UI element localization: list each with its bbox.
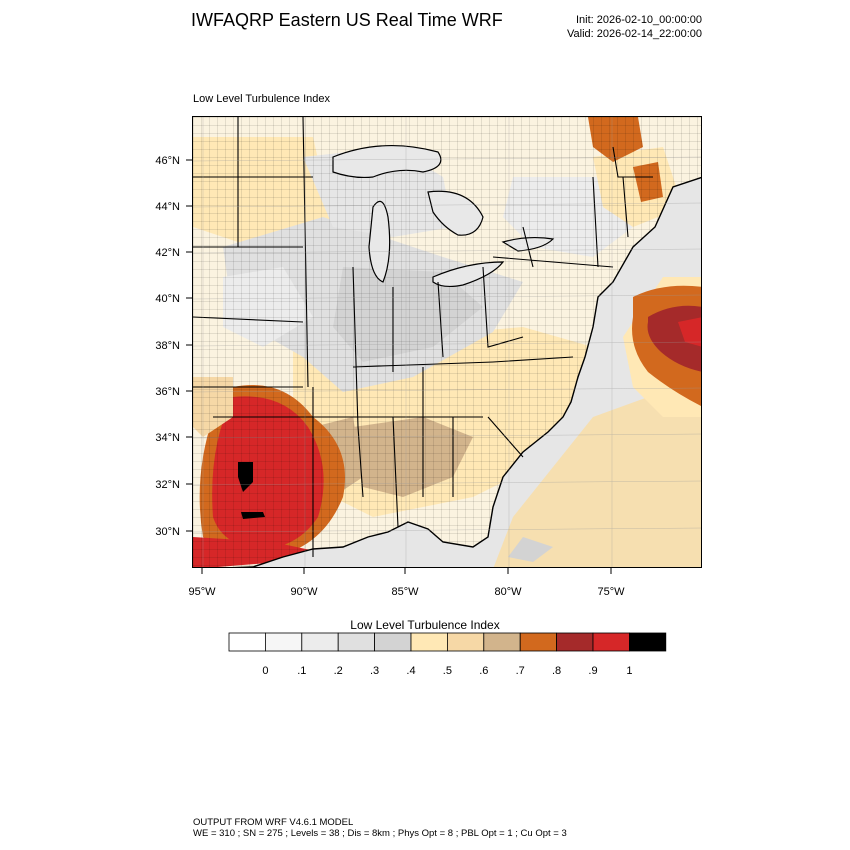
lat-label-36: 36°N — [155, 386, 180, 398]
lat-label-38: 38°N — [155, 340, 180, 352]
lat-label-30: 30°N — [155, 526, 180, 538]
lon-label-95: 95°W — [188, 586, 216, 598]
turbulence-map — [193, 117, 701, 567]
colorbar-box-10 — [592, 632, 630, 652]
lake-superior — [332, 144, 442, 179]
colorbar-label-9: .9 — [588, 665, 597, 677]
latitude-ticks — [186, 159, 192, 532]
colorbar-label-4: .4 — [406, 665, 415, 677]
lake-michigan — [368, 200, 391, 283]
state-boundaries — [193, 117, 653, 557]
colorbar-box-9 — [556, 632, 594, 652]
colorbar-box-3 — [337, 632, 376, 652]
colorbar-box-6 — [446, 632, 485, 652]
lat-label-40: 40°N — [155, 293, 180, 305]
colorbar-box-7 — [483, 632, 521, 652]
atlantic-gray-patch — [508, 537, 553, 562]
atlantic-red-core — [678, 317, 701, 347]
colorbar-box-1 — [264, 632, 303, 652]
colorbar-label-0: 0 — [262, 665, 268, 677]
lon-label-85: 85°W — [391, 586, 419, 598]
latitude-labels: 46°N 44°N 42°N 40°N 38°N 36°N 34°N 32°N … — [155, 155, 180, 538]
colorbar-labels: 0 .1 .2 .3 .4 .5 .6 .7 .8 .9 1 — [262, 665, 632, 677]
longitude-ticks — [201, 568, 612, 574]
colorbar-label-1: .1 — [297, 665, 306, 677]
lat-label-34: 34°N — [155, 432, 180, 444]
main-title: IWFAQRP Eastern US Real Time WRF — [191, 10, 503, 30]
colorbar-label-8: .8 — [552, 665, 561, 677]
footer-params-line: WE = 310 ; SN = 275 ; Levels = 38 ; Dis … — [193, 828, 567, 839]
colorbar-label-2: .2 — [334, 665, 343, 677]
lat-label-44: 44°N — [155, 201, 180, 213]
lake-ontario — [501, 236, 555, 252]
footer: OUTPUT FROM WRF V4.6.1 MODEL WE = 310 ; … — [193, 817, 567, 839]
colorbar-boxes — [228, 632, 667, 652]
init-time: Init: 2026-02-10_00:00:00 — [576, 14, 702, 26]
colorbar-box-5 — [410, 632, 448, 652]
valid-time: Valid: 2026-02-14_22:00:00 — [567, 28, 702, 40]
run-info: Init: 2026-02-10_00:00:00 Valid: 2026-02… — [567, 13, 702, 41]
colorbar-label-3: .3 — [370, 665, 379, 677]
colorbar-box-8 — [519, 632, 558, 652]
longitude-labels: 95°W 90°W 85°W 80°W 75°W — [188, 586, 625, 598]
lake-huron — [427, 190, 484, 236]
colorbar-label-5: .5 — [443, 665, 452, 677]
coastline — [231, 176, 701, 567]
map-panel[interactable] — [192, 116, 702, 568]
colorbar-label-10: 1 — [626, 665, 632, 677]
lon-label-80: 80°W — [494, 586, 522, 598]
great-lakes — [332, 144, 555, 288]
lat-label-42: 42°N — [155, 247, 180, 259]
lake-erie — [432, 261, 505, 288]
lat-label-46: 46°N — [155, 155, 180, 167]
colorbar-label-6: .6 — [479, 665, 488, 677]
plot-subtitle: Low Level Turbulence Index — [193, 93, 330, 105]
colorbar-box-11 — [629, 632, 667, 652]
graticule — [193, 117, 701, 567]
lon-label-90: 90°W — [290, 586, 318, 598]
lon-label-75: 75°W — [597, 586, 625, 598]
colorbar-box-2 — [301, 632, 339, 652]
colorbar-label-7: .7 — [516, 665, 525, 677]
lat-label-32: 32°N — [155, 479, 180, 491]
footer-model-line: OUTPUT FROM WRF V4.6.1 MODEL — [193, 817, 354, 828]
colorbar-box-0 — [228, 632, 266, 652]
atlantic-tan-zone — [493, 377, 701, 567]
colorbar-box-4 — [374, 632, 412, 652]
colorbar-title: Low Level Turbulence Index — [350, 618, 500, 632]
